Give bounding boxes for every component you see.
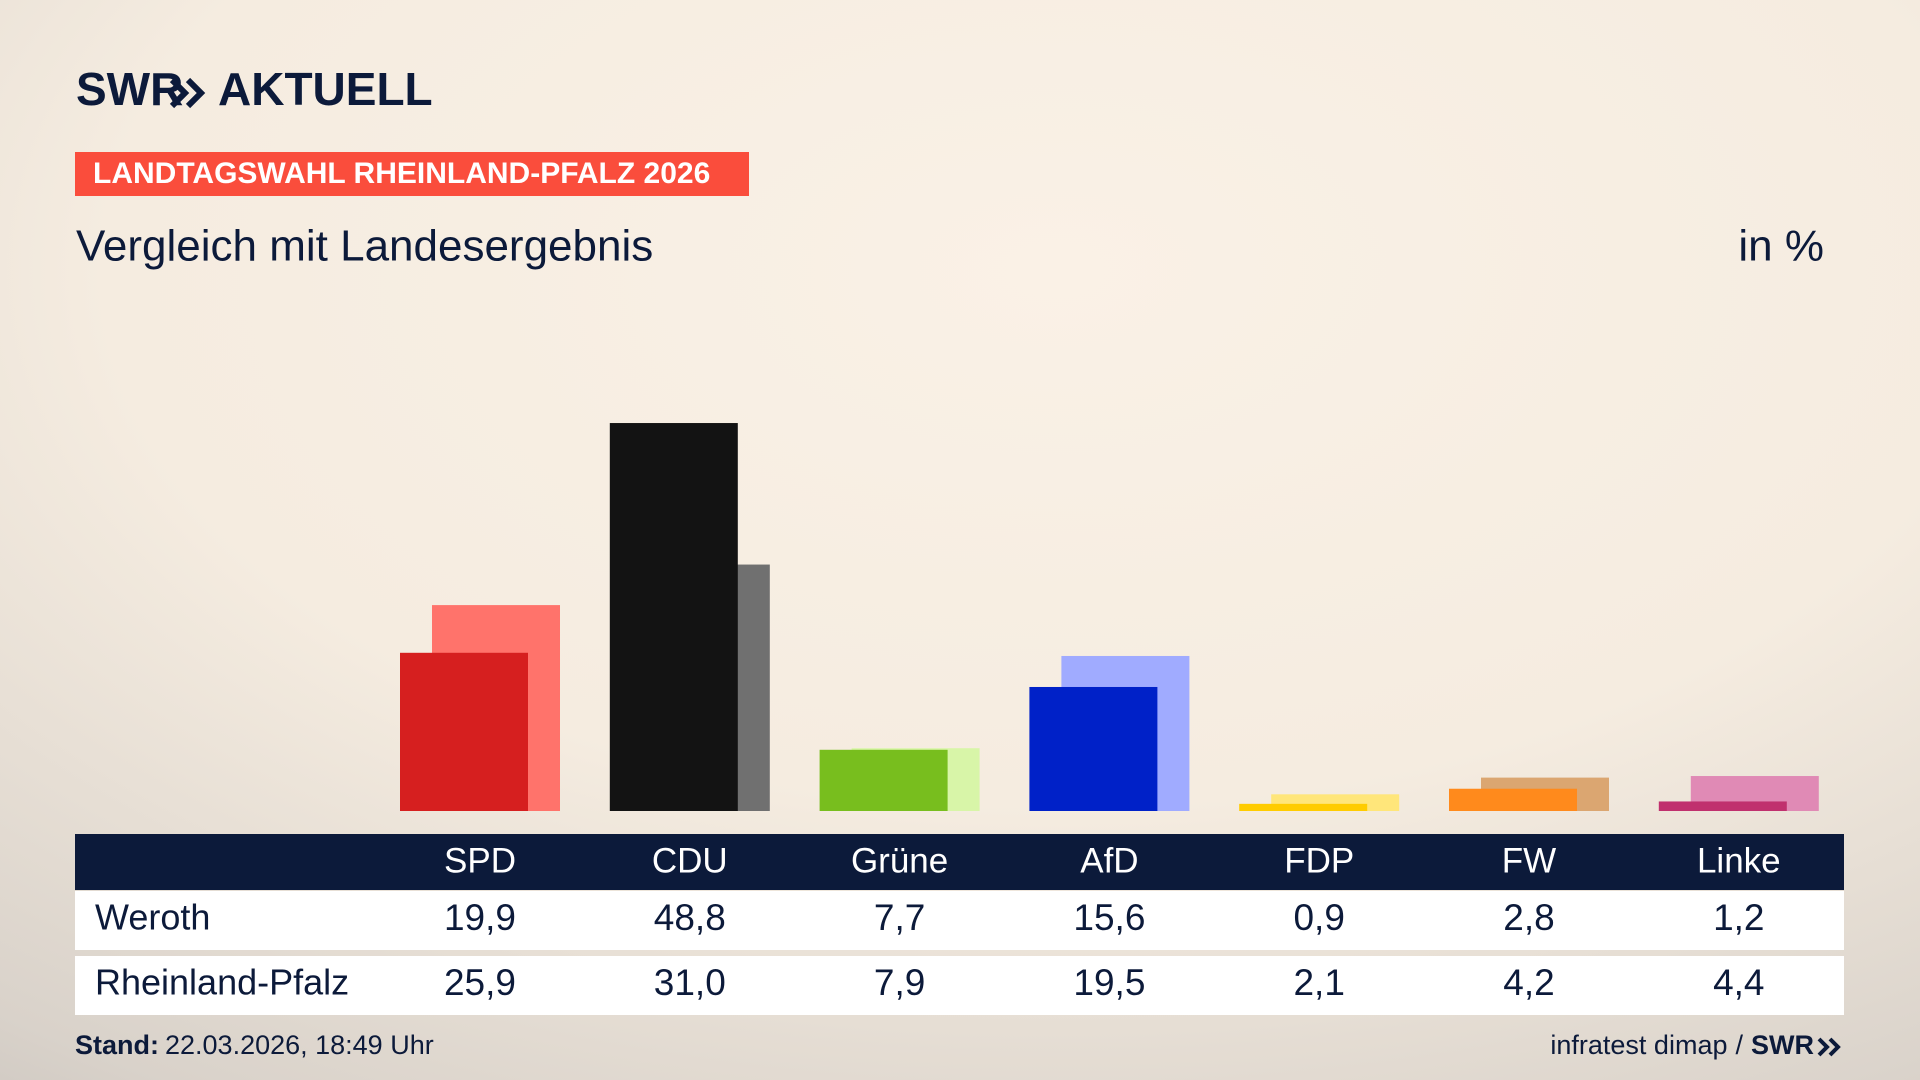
column-header: Linke bbox=[1697, 841, 1781, 880]
footer-source: infratest dimap / SWR bbox=[1550, 1030, 1814, 1060]
column-header: Grüne bbox=[851, 841, 948, 880]
row-label: Weroth bbox=[95, 897, 210, 938]
value-label: 48,8 bbox=[654, 897, 726, 938]
unit: in % bbox=[1738, 222, 1824, 271]
footer-chevrons bbox=[1817, 1037, 1841, 1057]
value-label: 2,8 bbox=[1503, 897, 1554, 938]
bar bbox=[819, 749, 948, 811]
value-label: 19,9 bbox=[444, 897, 516, 938]
value-label: 2,1 bbox=[1293, 962, 1344, 1003]
bar bbox=[1658, 801, 1787, 811]
value-label: 31,0 bbox=[654, 962, 726, 1003]
value-label: 1,2 bbox=[1713, 897, 1764, 938]
footer-logo: SWR bbox=[1751, 1030, 1814, 1060]
value-label: 7,9 bbox=[874, 962, 925, 1003]
separator: / bbox=[1735, 1030, 1743, 1060]
logo-chevrons bbox=[169, 77, 206, 109]
bar bbox=[400, 652, 528, 811]
logo: SWR bbox=[76, 63, 183, 115]
column-header: SPD bbox=[444, 841, 516, 880]
bar bbox=[1449, 788, 1577, 811]
bar bbox=[609, 423, 738, 811]
banner-text: LANDTAGSWAHL RHEINLAND-PFALZ 2026 bbox=[93, 157, 710, 190]
row-label: Rheinland-Pfalz bbox=[95, 962, 349, 1003]
value-label: 4,4 bbox=[1713, 962, 1764, 1003]
chart-title: Vergleich mit Landesergebnis bbox=[76, 222, 653, 271]
column-header: FW bbox=[1502, 841, 1556, 880]
bar bbox=[1029, 686, 1158, 811]
stand-label: Stand: bbox=[75, 1030, 159, 1060]
table-row bbox=[75, 891, 1844, 950]
value-label: 25,9 bbox=[444, 962, 516, 1003]
footer-stand: Stand: 22.03.2026, 18:49 Uhr bbox=[75, 1030, 434, 1060]
brand: AKTUELL bbox=[218, 63, 433, 115]
column-header: CDU bbox=[652, 841, 728, 880]
stand: 22.03.2026, 18:49 Uhr bbox=[165, 1030, 434, 1060]
source: infratest dimap bbox=[1550, 1030, 1727, 1060]
value-label: 0,9 bbox=[1293, 897, 1344, 938]
column-header: AfD bbox=[1080, 841, 1138, 880]
value-label: 4,2 bbox=[1503, 962, 1554, 1003]
banner bbox=[75, 152, 749, 196]
value-label: 7,7 bbox=[874, 897, 925, 938]
bar bbox=[1239, 803, 1368, 811]
value-label: 19,5 bbox=[1073, 962, 1145, 1003]
table-header bbox=[75, 834, 1844, 890]
table-row bbox=[75, 956, 1844, 1015]
column-header: FDP bbox=[1284, 841, 1354, 880]
value-label: 15,6 bbox=[1073, 897, 1145, 938]
